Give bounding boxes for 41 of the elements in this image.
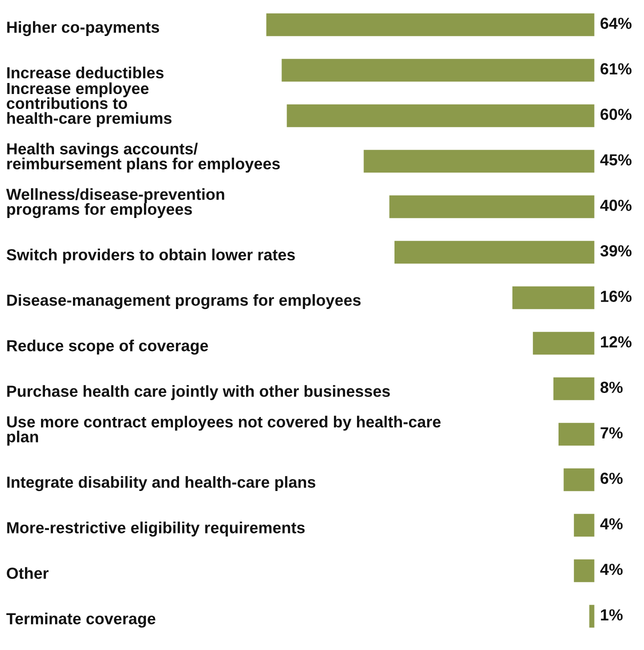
data-label: 4% [600, 518, 623, 530]
y-tick-label: Use more contract employees not covered by health-care plan [7, 416, 441, 446]
data-label: 64% [600, 18, 632, 29]
bar [266, 13, 594, 36]
bar [389, 195, 594, 218]
y-tick-label: Purchase health care jointly with other businesses [7, 385, 390, 400]
data-label: 60% [600, 108, 632, 120]
bar [532, 332, 594, 355]
bar [286, 104, 594, 128]
data-label: 61% [600, 63, 632, 74]
y-tick-label: Wellness/disease-prevention programs for employees [6, 188, 224, 218]
data-label: 6% [600, 472, 623, 484]
data-label: 7% [600, 427, 623, 438]
bar [282, 58, 594, 82]
bar [564, 468, 594, 492]
y-tick-label: Increase deductibles [7, 66, 164, 78]
data-label: 1% [600, 609, 623, 620]
data-label: 8% [600, 382, 623, 393]
data-label: 45% [600, 154, 632, 166]
bar [574, 514, 594, 537]
bar [364, 150, 594, 173]
bar [512, 286, 594, 310]
y-tick-label: Higher co-payments [7, 21, 160, 36]
y-tick-label: Terminate coverage [6, 612, 156, 628]
bar [574, 559, 594, 582]
data-label: 40% [600, 200, 632, 211]
data-label: 16% [600, 290, 632, 302]
y-tick-label: More-restrictive eligibility requirements [7, 522, 305, 537]
data-label: 39% [600, 245, 632, 257]
bar [394, 240, 594, 264]
bar [553, 377, 594, 400]
y-tick-label: Reduce scope of coverage [7, 340, 208, 355]
y-tick-label: Switch providers to obtain lower rates [6, 248, 295, 264]
data-label: 12% [600, 336, 632, 348]
y-tick-label: Disease-management programs for employees [7, 294, 361, 310]
y-tick-label: Other [6, 567, 49, 579]
y-tick-label: Increase employee contributions to health-care premiums [6, 82, 172, 128]
y-tick-label: Health savings accounts/ reimbursement plans for employees [7, 142, 280, 173]
data-label: 4% [600, 564, 623, 575]
y-tick-label: Integrate disability and health-care plans [7, 476, 316, 492]
bar [558, 422, 594, 446]
